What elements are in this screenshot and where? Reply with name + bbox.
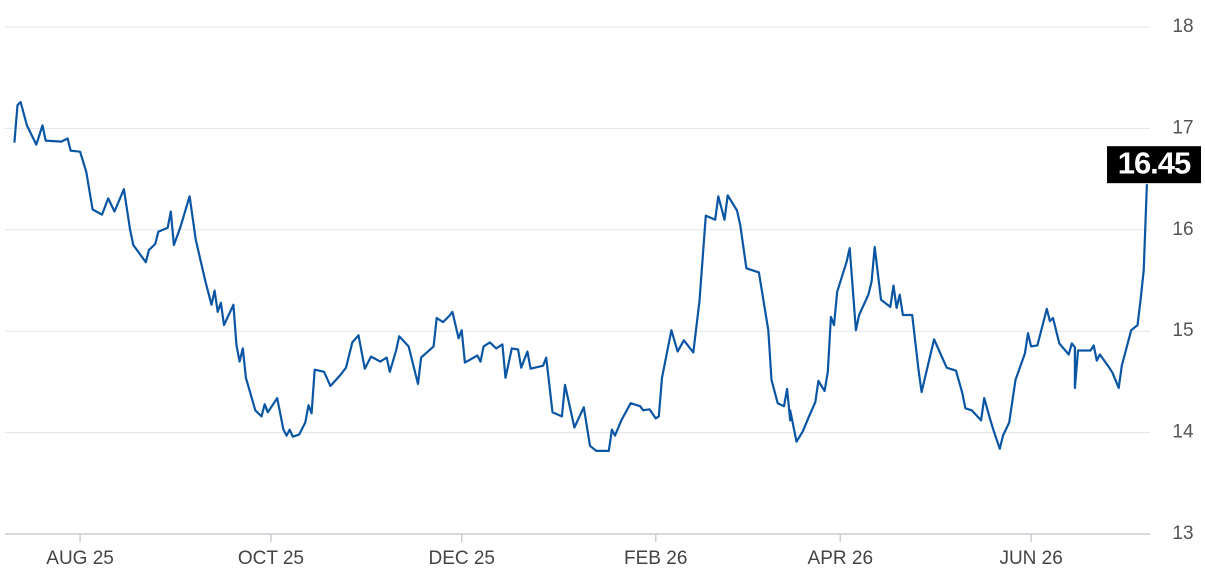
y-tick-label: 14 bbox=[1172, 422, 1194, 443]
last-value-label: 16.45 bbox=[1118, 145, 1191, 180]
x-tick-label: DEC 25 bbox=[428, 548, 495, 569]
x-tick-label: AUG 25 bbox=[46, 548, 114, 569]
last-value-box bbox=[1107, 146, 1201, 184]
price-line bbox=[13, 100, 1148, 452]
x-tick-label: FEB 26 bbox=[624, 548, 687, 569]
x-tick-label: OCT 25 bbox=[238, 548, 304, 569]
y-tick-label: 15 bbox=[1172, 320, 1193, 341]
y-tick-label: 13 bbox=[1172, 523, 1193, 544]
y-tick-label: 18 bbox=[1172, 16, 1193, 37]
y-tick-label: 17 bbox=[1172, 117, 1193, 138]
x-tick-label: APR 26 bbox=[808, 548, 873, 569]
x-tick-label: JUN 26 bbox=[999, 548, 1062, 569]
y-tick-label: 16 bbox=[1172, 219, 1193, 240]
last-value-badge: 16.45 bbox=[1107, 145, 1201, 184]
